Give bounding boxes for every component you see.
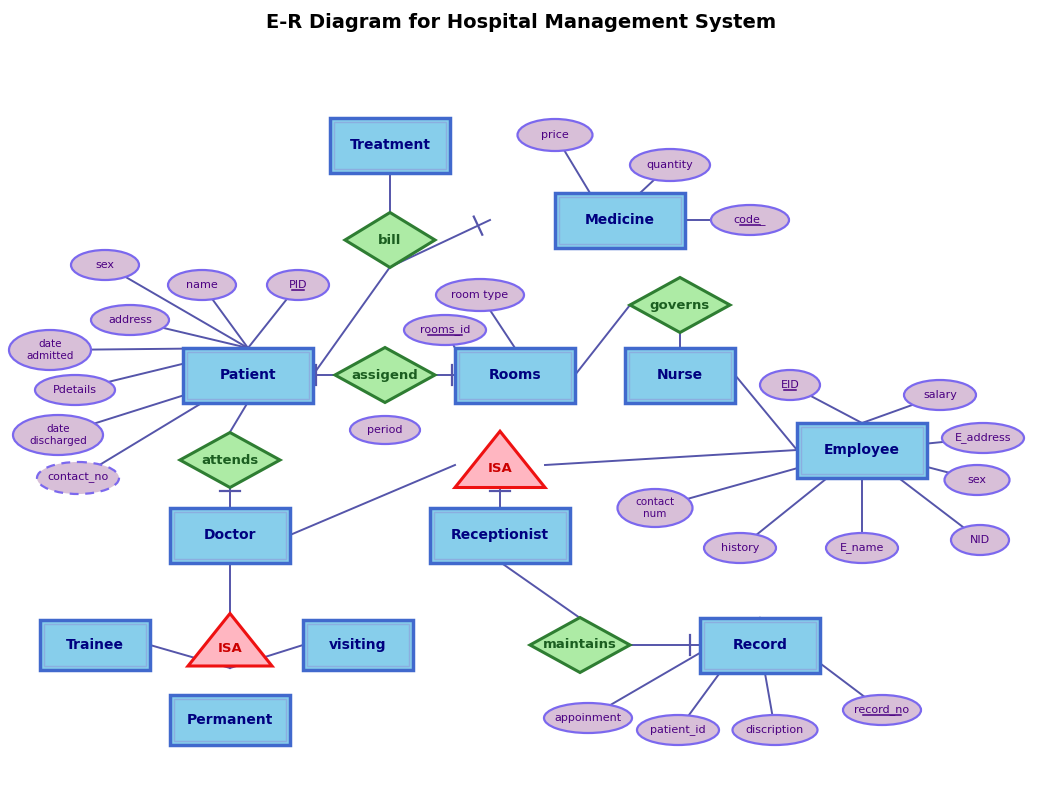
Text: Patient: Patient <box>220 368 276 382</box>
Text: salary: salary <box>923 390 956 400</box>
Ellipse shape <box>91 305 169 335</box>
Text: E-R Diagram for Hospital Management System: E-R Diagram for Hospital Management Syst… <box>266 13 777 32</box>
Ellipse shape <box>826 533 898 563</box>
Text: sex: sex <box>968 475 987 485</box>
FancyBboxPatch shape <box>304 620 413 670</box>
Text: period: period <box>367 425 403 435</box>
Text: code_: code_ <box>733 215 767 226</box>
Text: maintains: maintains <box>543 638 617 652</box>
FancyBboxPatch shape <box>170 695 290 745</box>
Text: EID: EID <box>780 380 799 390</box>
Polygon shape <box>455 432 545 488</box>
Text: contact
num: contact num <box>635 497 675 519</box>
Ellipse shape <box>760 370 820 400</box>
Ellipse shape <box>404 315 486 345</box>
Text: PID: PID <box>289 280 308 290</box>
FancyBboxPatch shape <box>170 507 290 563</box>
Ellipse shape <box>942 423 1024 453</box>
Text: address: address <box>108 315 152 325</box>
Ellipse shape <box>267 270 329 300</box>
Ellipse shape <box>732 715 818 745</box>
Text: bill: bill <box>379 234 402 246</box>
FancyBboxPatch shape <box>183 347 313 402</box>
Ellipse shape <box>711 205 789 235</box>
Ellipse shape <box>843 695 921 725</box>
Text: Record: Record <box>732 638 787 652</box>
FancyBboxPatch shape <box>700 618 820 672</box>
Text: Treatment: Treatment <box>349 138 431 152</box>
Text: Medicine: Medicine <box>585 213 655 227</box>
FancyBboxPatch shape <box>330 118 450 173</box>
Text: date
admitted: date admitted <box>26 339 74 361</box>
Text: rooms_id: rooms_id <box>420 324 470 335</box>
Text: discription: discription <box>746 725 804 735</box>
Text: Permanent: Permanent <box>187 713 273 727</box>
Polygon shape <box>335 347 435 402</box>
Text: appoinment: appoinment <box>555 713 622 723</box>
Text: sex: sex <box>96 260 115 270</box>
Ellipse shape <box>617 489 693 527</box>
Ellipse shape <box>704 533 776 563</box>
FancyBboxPatch shape <box>625 347 735 402</box>
Ellipse shape <box>951 525 1009 555</box>
Text: governs: governs <box>650 298 710 312</box>
Ellipse shape <box>9 330 91 370</box>
Text: name: name <box>186 280 218 290</box>
Ellipse shape <box>517 119 592 151</box>
Text: ISA: ISA <box>218 641 242 655</box>
FancyBboxPatch shape <box>430 507 571 563</box>
Polygon shape <box>530 618 630 672</box>
Ellipse shape <box>945 465 1010 495</box>
Text: Employee: Employee <box>824 443 900 457</box>
Ellipse shape <box>904 380 976 410</box>
Text: Pdetails: Pdetails <box>53 385 97 395</box>
Ellipse shape <box>71 250 139 280</box>
Text: date
discharged: date discharged <box>29 424 87 446</box>
Text: visiting: visiting <box>330 638 387 652</box>
Text: room type: room type <box>452 290 509 300</box>
Text: Receptionist: Receptionist <box>451 528 549 542</box>
Ellipse shape <box>168 270 236 300</box>
Text: ISA: ISA <box>488 462 512 474</box>
Ellipse shape <box>436 279 524 311</box>
Ellipse shape <box>37 462 119 494</box>
FancyBboxPatch shape <box>555 193 685 248</box>
Text: quantity: quantity <box>647 160 694 170</box>
FancyBboxPatch shape <box>40 620 150 670</box>
Text: Nurse: Nurse <box>657 368 703 382</box>
Polygon shape <box>188 614 272 666</box>
Ellipse shape <box>544 703 632 733</box>
Text: assigend: assigend <box>351 368 418 382</box>
Text: Rooms: Rooms <box>489 368 541 382</box>
Text: E_address: E_address <box>954 432 1012 443</box>
Text: NID: NID <box>970 535 990 545</box>
Text: Trainee: Trainee <box>66 638 124 652</box>
Text: patient_id: patient_id <box>650 724 706 735</box>
Text: E_name: E_name <box>840 543 884 553</box>
FancyBboxPatch shape <box>455 347 575 402</box>
Ellipse shape <box>35 375 115 405</box>
Text: Doctor: Doctor <box>203 528 257 542</box>
Polygon shape <box>345 212 435 267</box>
Text: contact_no: contact_no <box>47 473 108 483</box>
Ellipse shape <box>630 149 710 181</box>
Text: record_no: record_no <box>854 705 909 716</box>
Text: attends: attends <box>201 454 259 466</box>
Polygon shape <box>630 278 730 332</box>
Text: history: history <box>721 543 759 553</box>
FancyBboxPatch shape <box>797 422 927 477</box>
Ellipse shape <box>350 416 420 444</box>
Text: price: price <box>541 130 568 140</box>
Ellipse shape <box>13 415 103 455</box>
Polygon shape <box>180 432 280 488</box>
Ellipse shape <box>637 715 719 745</box>
